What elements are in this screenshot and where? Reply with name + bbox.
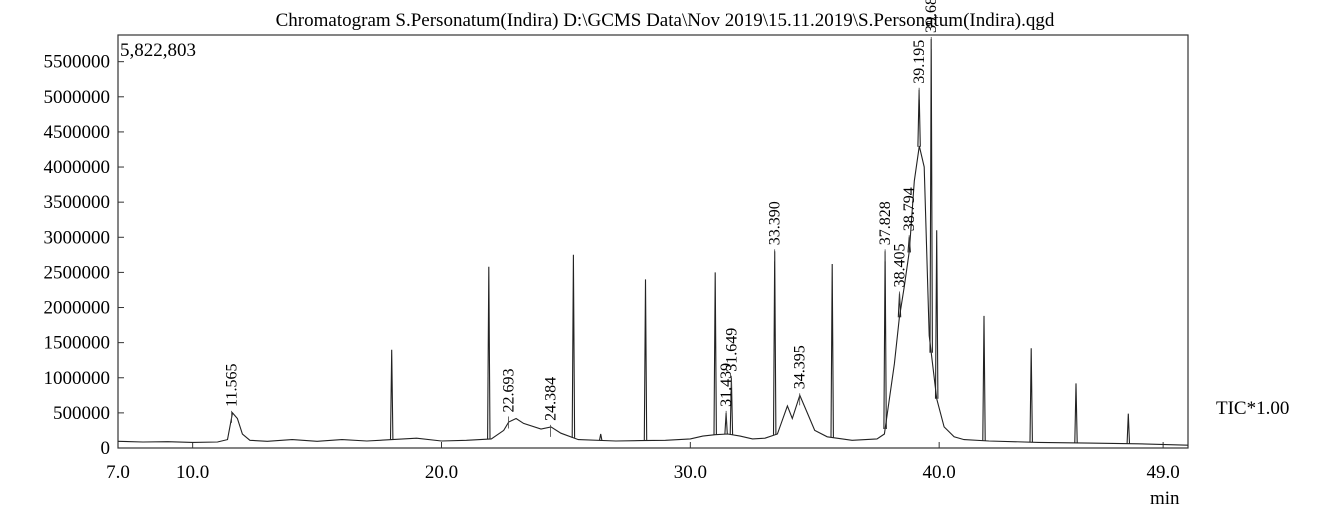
peak-spike: [1029, 348, 1033, 443]
y-tick-label: 500000: [53, 403, 110, 424]
peak-label: 22.693: [501, 369, 518, 413]
peak-label: 39.195: [911, 40, 928, 84]
peak-label: 11.565: [224, 363, 241, 406]
chart-title: Chromatogram S.Personatum(Indira) D:\GCM…: [276, 10, 1055, 31]
peak-label: 31.649: [723, 328, 740, 372]
y-tick-label: 5500000: [44, 52, 111, 73]
peak-spike: [598, 433, 603, 441]
y-tick-label: 4500000: [44, 122, 111, 143]
peak-label: 24.384: [543, 377, 560, 421]
plot-frame: [117, 34, 1189, 449]
x-tick-label: 7.0: [106, 462, 130, 483]
y-tick-label: 3500000: [44, 192, 111, 213]
trace-label: TIC*1.00: [1216, 398, 1289, 419]
peak-spike: [883, 251, 887, 430]
y-tick-label: 4000000: [44, 157, 111, 178]
peak-spike: [830, 263, 834, 438]
peak-spike: [772, 251, 777, 435]
peak-spike: [929, 38, 933, 353]
peak-spike: [713, 272, 717, 435]
peak-label: 38.405: [892, 244, 909, 288]
y-axis: 0 500000 1000000 1500000 2000000 2500000 30000…: [44, 52, 124, 459]
x-tick-label: 30.0: [674, 462, 707, 483]
peak-label: 38.794: [901, 187, 918, 231]
peak-spike: [389, 349, 394, 440]
x-tick-label: 40.0: [923, 462, 956, 483]
peak-label: 31.439: [718, 363, 735, 407]
peak-label: 34.395: [792, 345, 809, 389]
x-axis-unit: min: [1150, 488, 1180, 508]
peak-label: 37.828: [877, 201, 894, 245]
y-tick-label: 0: [101, 438, 111, 459]
tic-baseline: [117, 145, 1189, 446]
y-tick-label: 5000000: [44, 87, 111, 108]
y-tick-label: 2000000: [44, 298, 111, 319]
peak-spike: [1074, 383, 1078, 443]
peak-spike: [643, 279, 648, 441]
x-axis: 7.0 10.0 20.0 30.0 40.0 49.0: [106, 442, 1180, 483]
peak-spike: [934, 230, 939, 399]
peak-spike: [982, 315, 986, 441]
y-tick-label: 2500000: [44, 262, 111, 283]
peak-spike: [1126, 413, 1131, 444]
x-tick-label: 10.0: [176, 462, 209, 483]
peak-label: 39.681: [923, 0, 940, 33]
x-tick-label: 20.0: [425, 462, 458, 483]
peak-spike: [487, 266, 491, 440]
peak-label: 33.390: [767, 201, 784, 245]
peak-spike: [571, 254, 576, 438]
tic-trace: [117, 38, 1189, 446]
y-tick-label: 1000000: [44, 368, 111, 389]
x-tick-label: 49.0: [1146, 462, 1179, 483]
y-tick-label: 3000000: [44, 227, 111, 248]
max-intensity-label: 5,822,803: [120, 40, 196, 61]
y-tick-label: 1500000: [44, 333, 111, 354]
